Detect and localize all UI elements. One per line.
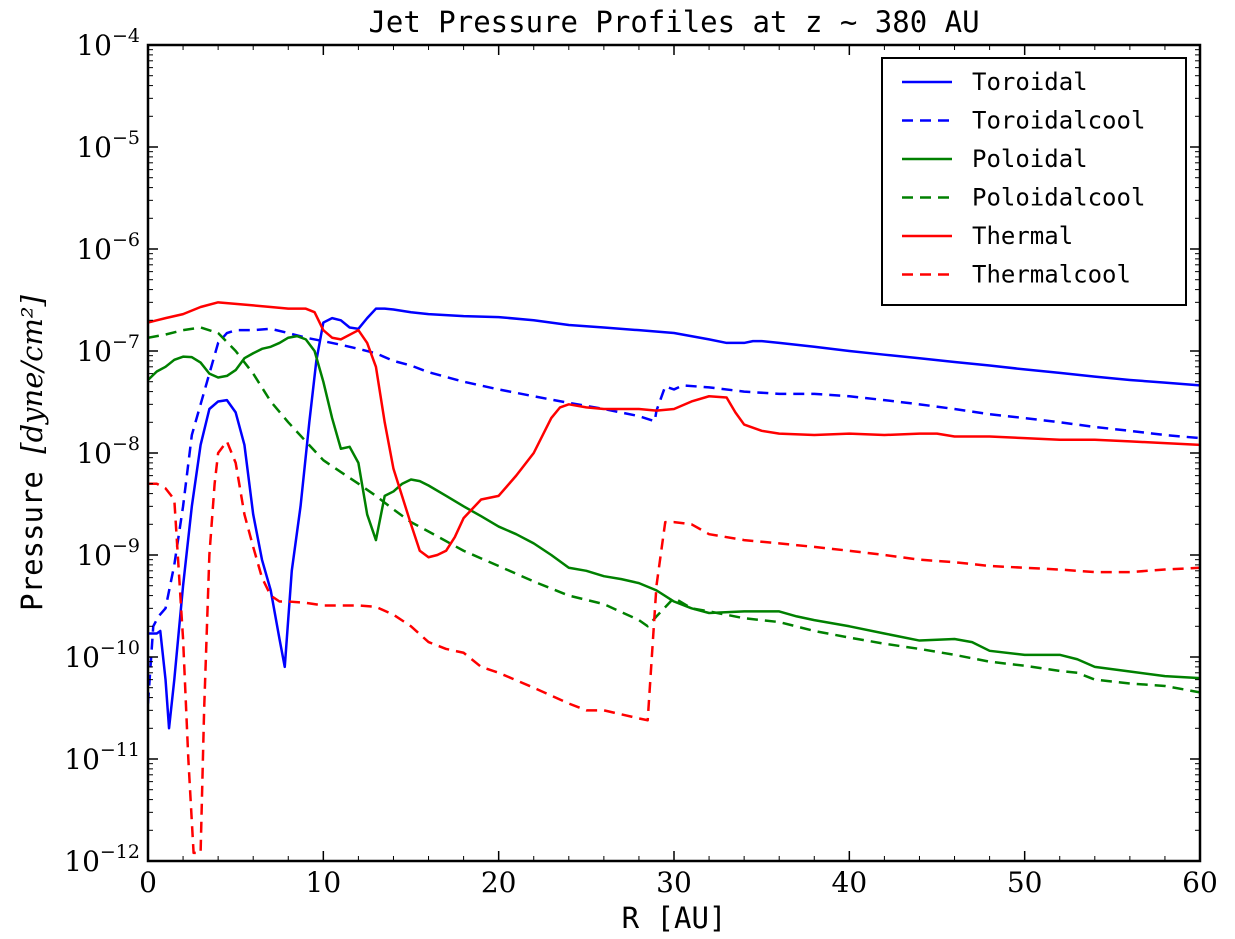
y-tick-label: 10−9 xyxy=(76,535,140,572)
series-layer xyxy=(148,301,1200,855)
series-line-thermal xyxy=(148,301,1200,559)
x-tick-label: 20 xyxy=(481,866,517,899)
x-tick-label: 60 xyxy=(1182,866,1218,899)
x-axis-label: R [AU] xyxy=(622,901,727,935)
series-line-toroidal xyxy=(148,307,1200,730)
y-tick-label: 10−10 xyxy=(64,637,140,674)
x-tick-label: 50 xyxy=(1007,866,1043,899)
series-line-toroidalcool xyxy=(148,327,1200,704)
y-tick-label: 10−11 xyxy=(64,739,140,776)
y-axis-label-units: [dyne/cm²] xyxy=(15,294,49,453)
legend-label: Thermalcool xyxy=(972,261,1131,289)
legend-label: Thermal xyxy=(972,222,1073,250)
x-tick-label: 0 xyxy=(139,866,157,899)
y-tick-label: 10−4 xyxy=(76,25,140,62)
y-tick-label: 10−5 xyxy=(76,127,140,164)
y-axis-label: Pressure [dyne/cm²] xyxy=(15,294,49,610)
legend-label: Poloidal xyxy=(972,145,1088,173)
x-tick-label: 30 xyxy=(656,866,692,899)
x-tick-label: 40 xyxy=(832,866,868,899)
y-tick-label: 10−6 xyxy=(76,229,140,266)
x-axis: 0 10 20 30 40 50 60 xyxy=(139,45,1218,899)
legend: Toroidal Toroidalcool Poloidal Poloidalcool… xyxy=(881,57,1187,306)
y-tick-label: 10−7 xyxy=(76,331,140,368)
legend-label: Poloidalcool xyxy=(972,184,1145,212)
legend-label: Toroidalcool xyxy=(972,107,1145,135)
y-tick-label: 10−8 xyxy=(76,433,140,470)
x-tick-label: 10 xyxy=(306,866,342,899)
legend-label: Toroidal xyxy=(972,68,1088,96)
series-line-thermalcool xyxy=(148,440,1200,855)
chart-title: Jet Pressure Profiles at z ~ 380 AU xyxy=(368,5,979,39)
y-axis-label-prefix: Pressure xyxy=(15,454,49,611)
y-axis: 10−12 10−11 10−10 10−9 10−8 10−7 10−6 10−5 10−4 xyxy=(64,25,1200,878)
y-tick-label: 10−12 xyxy=(64,841,140,878)
legend-box xyxy=(881,57,1187,306)
